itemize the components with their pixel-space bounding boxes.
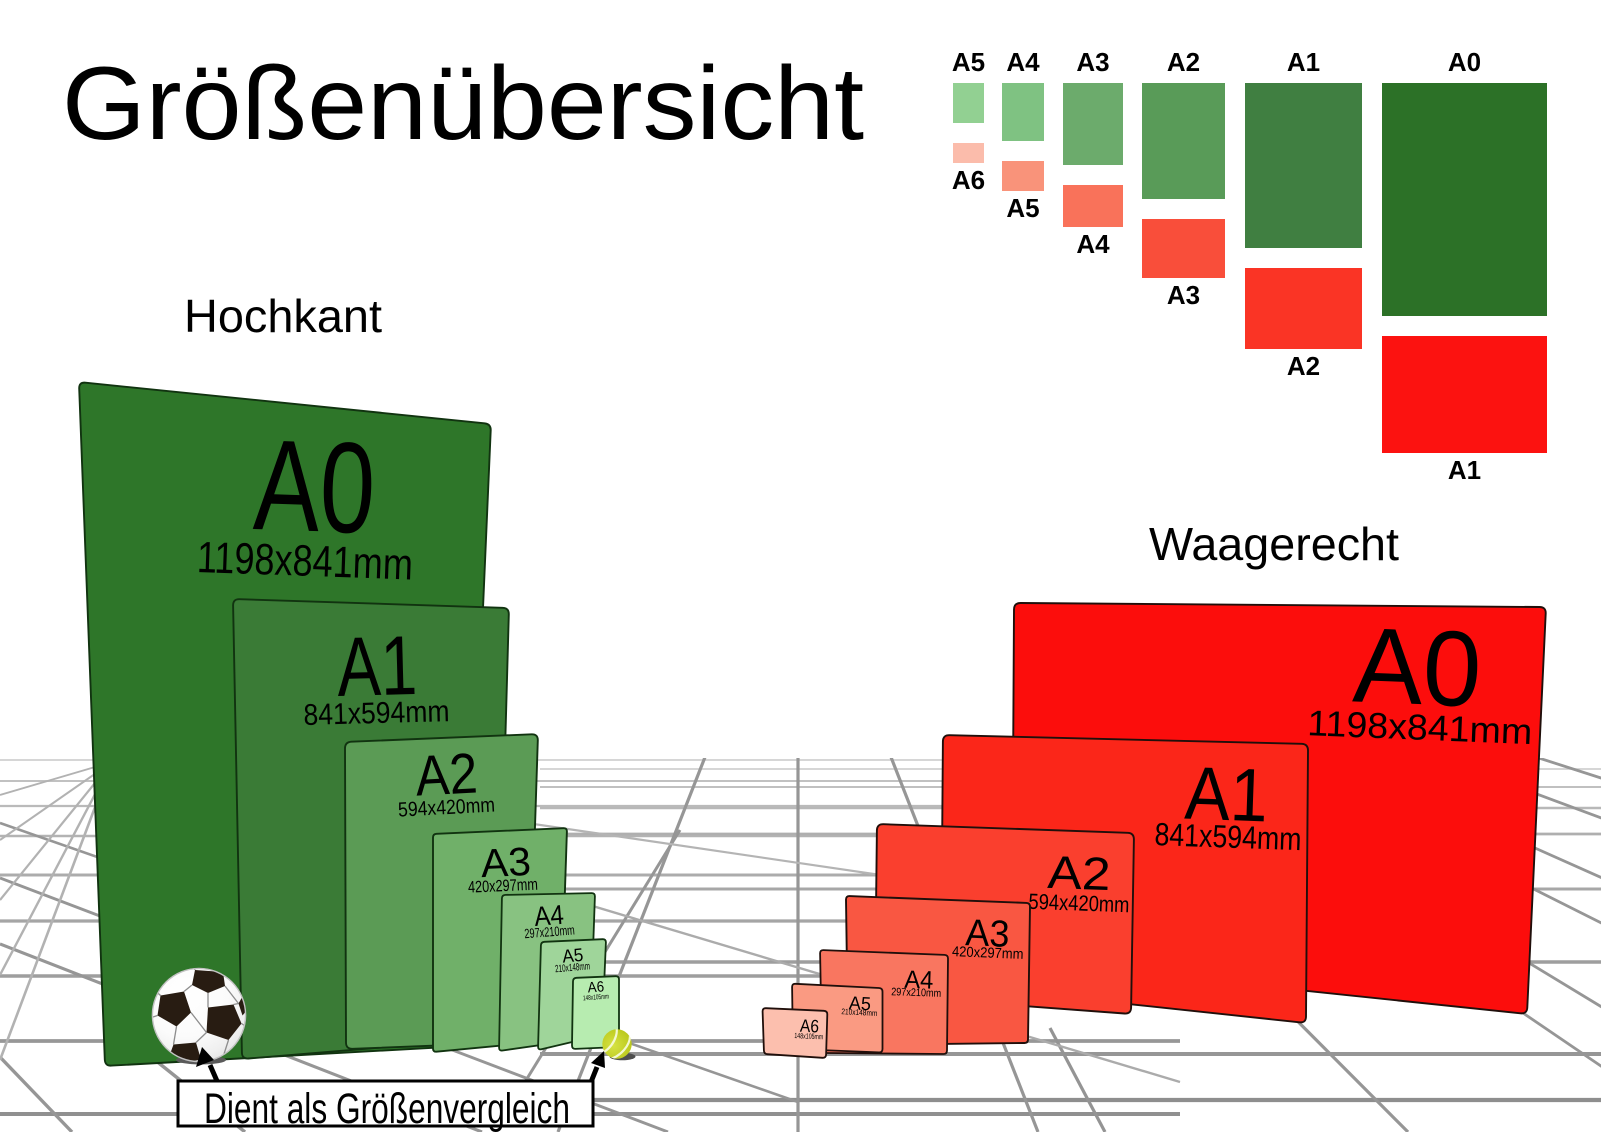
svg-text:A2: A2 [1047,846,1112,900]
svg-text:A6: A6 [952,165,985,195]
svg-text:A0: A0 [1448,47,1481,77]
svg-text:A0: A0 [252,413,378,561]
svg-text:A1: A1 [336,618,418,714]
svg-text:148x105mm: 148x105mm [794,1031,823,1041]
svg-text:A5: A5 [952,47,985,77]
svg-text:297x210mm: 297x210mm [524,922,575,941]
svg-text:594x420mm: 594x420mm [1028,889,1130,918]
svg-text:A3: A3 [1076,47,1109,77]
svg-text:210x148mm: 210x148mm [555,961,591,975]
svg-text:A2: A2 [414,741,479,808]
svg-text:Dient als Größenvergleich: Dient als Größenvergleich [204,1085,570,1132]
svg-text:A6: A6 [800,1016,820,1037]
svg-text:594x420mm: 594x420mm [397,794,495,822]
svg-text:A5: A5 [561,944,584,967]
svg-text:Hochkant: Hochkant [184,290,382,342]
svg-text:210x148mm: 210x148mm [841,1007,878,1018]
svg-text:A2: A2 [1167,47,1200,77]
svg-text:A6: A6 [587,978,605,996]
svg-text:A1: A1 [1448,455,1481,485]
svg-text:841x594mm: 841x594mm [1154,816,1302,857]
svg-text:A4: A4 [1076,229,1110,259]
svg-text:148x105mm: 148x105mm [583,994,610,1003]
svg-text:Waagerecht: Waagerecht [1149,518,1399,570]
svg-text:A4: A4 [904,966,934,995]
svg-text:A3: A3 [480,840,532,886]
svg-text:A0: A0 [1351,605,1484,730]
svg-text:A2: A2 [1287,351,1320,381]
svg-text:A4: A4 [1006,47,1040,77]
svg-text:1198x841mm: 1198x841mm [1307,702,1533,752]
svg-text:297x210mm: 297x210mm [891,986,941,1000]
svg-text:A1: A1 [1183,751,1269,838]
svg-text:420x297mm: 420x297mm [952,944,1024,963]
svg-text:841x594mm: 841x594mm [303,695,450,732]
svg-text:420x297mm: 420x297mm [468,876,539,897]
svg-text:Größenübersicht: Größenübersicht [62,46,864,162]
svg-text:A3: A3 [965,911,1011,955]
svg-text:A5: A5 [1006,193,1039,223]
svg-text:A1: A1 [1287,47,1320,77]
svg-text:A4: A4 [533,899,565,932]
svg-text:1198x841mm: 1198x841mm [196,533,414,590]
svg-text:A3: A3 [1167,280,1200,310]
svg-text:A5: A5 [848,993,871,1015]
